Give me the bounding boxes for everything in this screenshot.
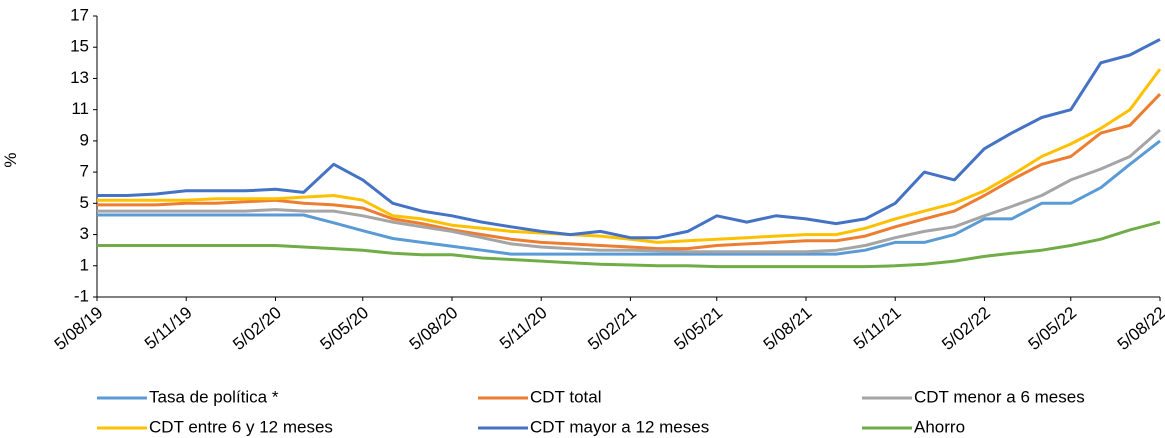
legend-label: CDT menor a 6 meses: [914, 387, 1085, 406]
x-tick-label: 5/05/21: [671, 303, 727, 354]
y-axis-label: %: [1, 152, 20, 167]
y-tick-label: 15: [70, 37, 89, 56]
series-line: [97, 128, 1161, 254]
x-tick-label: 5/02/22: [938, 303, 994, 354]
x-tick-label: 5/02/21: [584, 303, 640, 354]
y-tick-label: 3: [80, 224, 89, 243]
y-tick-label: 11: [71, 99, 89, 118]
x-tick-label: 5/11/19: [141, 303, 196, 353]
x-tick-label: 5/11/20: [496, 303, 551, 353]
y-tick-label: 9: [80, 130, 89, 149]
x-tick-label: 5/05/22: [1025, 303, 1081, 354]
legend-label: CDT entre 6 y 12 meses: [149, 417, 333, 436]
x-tick-label: 5/08/22: [1114, 303, 1165, 354]
x-tick-label: 5/08/21: [760, 303, 816, 354]
x-tick-label: 5/08/19: [51, 303, 107, 354]
x-tick-label: 5/11/21: [850, 303, 905, 353]
series-line: [97, 38, 1161, 240]
y-tick-label: 13: [70, 68, 89, 87]
series-line: [97, 93, 1162, 251]
x-tick-label: 5/02/20: [229, 303, 285, 354]
series-line: [97, 220, 1161, 269]
y-tick-label: 17: [70, 5, 89, 24]
x-tick-label: 5/05/20: [317, 303, 373, 354]
legend-label: CDT total: [530, 387, 602, 406]
y-tick-label: 5: [80, 193, 89, 212]
legend-label: CDT mayor a 12 meses: [530, 417, 709, 436]
y-tick-label: 7: [80, 162, 89, 181]
y-tick-label: -1: [74, 286, 89, 305]
x-tick-label: 5/08/20: [406, 303, 462, 354]
series-line: [97, 139, 1161, 256]
y-tick-label: 1: [80, 255, 89, 274]
legend-label: Ahorro: [914, 417, 965, 436]
legend-label: Tasa de política *: [149, 387, 279, 406]
